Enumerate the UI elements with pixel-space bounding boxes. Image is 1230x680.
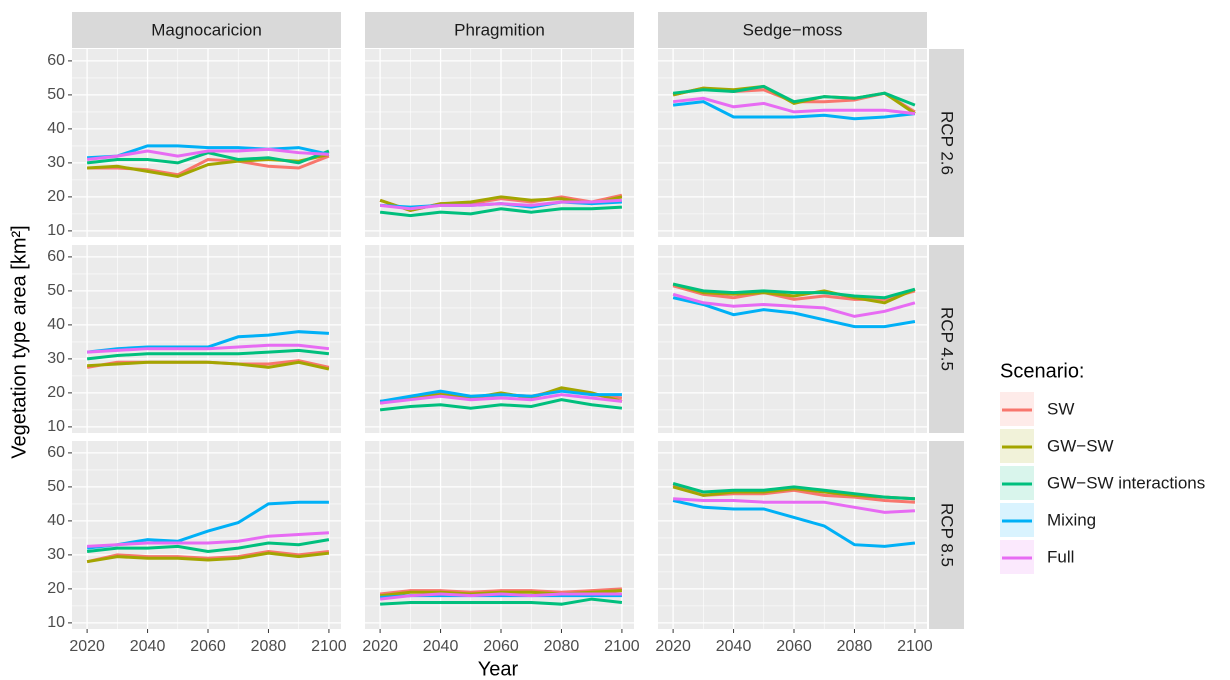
y-tick-label: 50 xyxy=(47,282,65,299)
y-tick-label: 40 xyxy=(47,316,65,333)
y-tick-label: 10 xyxy=(47,614,65,631)
panel-background xyxy=(658,245,927,433)
series-line xyxy=(87,531,329,548)
series-line xyxy=(86,538,330,554)
x-axis-title: Year xyxy=(478,658,519,680)
x-tick-label: 2100 xyxy=(311,638,347,655)
x-tick-label: 2100 xyxy=(604,638,640,655)
series-line xyxy=(379,205,622,218)
x-tick-label: 2100 xyxy=(897,638,933,655)
facet-strip xyxy=(929,441,964,629)
panel-background xyxy=(365,245,634,433)
y-tick-label: 30 xyxy=(47,350,65,367)
y-tick-label: 30 xyxy=(47,154,65,171)
x-tick-label: 2020 xyxy=(655,638,691,655)
series-line xyxy=(379,386,623,405)
y-tick-label: 60 xyxy=(47,52,65,69)
series-line xyxy=(86,551,330,564)
series-line xyxy=(87,343,330,354)
x-tick-label: 2080 xyxy=(251,638,287,655)
series-line xyxy=(86,147,329,161)
y-tick-label: 10 xyxy=(47,222,65,239)
legend-label: GW−SW interactions xyxy=(1047,473,1205,492)
facet-label: RCP 4.5 xyxy=(938,307,957,371)
legend-label: SW xyxy=(1047,399,1074,418)
y-tick-label: 30 xyxy=(47,546,65,563)
facet-label: Magnocaricion xyxy=(151,20,262,39)
x-tick-label: 2040 xyxy=(423,638,459,655)
series-line xyxy=(672,499,916,548)
series-line xyxy=(379,592,622,601)
legend-label: Mixing xyxy=(1047,510,1096,529)
series-line xyxy=(672,100,916,121)
panel-background xyxy=(658,441,927,629)
facet-label: RCP 8.5 xyxy=(938,503,957,567)
series-line xyxy=(672,482,915,501)
series-line xyxy=(672,284,916,301)
facet-strip xyxy=(929,245,964,433)
y-tick-label: 50 xyxy=(47,86,65,103)
x-tick-label: 2060 xyxy=(776,638,812,655)
series-line xyxy=(672,292,916,318)
series-line xyxy=(673,497,915,514)
series-line xyxy=(379,198,622,211)
x-tick-label: 2040 xyxy=(716,638,752,655)
panel-background xyxy=(365,441,634,629)
series-line xyxy=(672,282,916,300)
y-tick-label: 20 xyxy=(47,384,65,401)
series-line xyxy=(672,96,916,116)
y-tick-label: 40 xyxy=(47,512,65,529)
facet-strip xyxy=(365,12,634,48)
x-tick-label: 2080 xyxy=(544,638,580,655)
y-axis-title: Vegetation type area [km²] xyxy=(8,225,30,458)
series-line xyxy=(87,360,330,371)
y-tick-label: 60 xyxy=(47,248,65,265)
series-line xyxy=(379,389,622,403)
x-tick-label: 2080 xyxy=(837,638,873,655)
y-tick-label: 60 xyxy=(47,444,65,461)
x-tick-label: 2020 xyxy=(362,638,398,655)
series-line xyxy=(86,549,330,564)
facet-label: Sedge−moss xyxy=(743,20,843,39)
legend-label: Full xyxy=(1047,547,1074,566)
y-tick-label: 20 xyxy=(47,188,65,205)
panel-background xyxy=(658,49,927,237)
series-line xyxy=(86,330,329,354)
series-line xyxy=(87,144,330,160)
series-line xyxy=(86,149,330,165)
series-line xyxy=(672,296,916,329)
series-line xyxy=(379,587,622,596)
series-line xyxy=(380,597,623,606)
facet-strip xyxy=(72,12,341,48)
legend-label: GW−SW xyxy=(1047,436,1114,455)
x-tick-label: 2040 xyxy=(130,638,166,655)
facet-strip xyxy=(929,49,964,237)
x-tick-label: 2060 xyxy=(483,638,519,655)
x-tick-label: 2060 xyxy=(190,638,226,655)
series-line xyxy=(379,398,623,412)
legend-title: Scenario: xyxy=(1000,360,1085,382)
facet-label: Phragmition xyxy=(454,20,545,39)
series-line xyxy=(379,393,623,405)
series-line xyxy=(672,84,916,107)
panel-background xyxy=(72,49,341,237)
x-tick-label: 2020 xyxy=(69,638,105,655)
series-line xyxy=(86,348,330,361)
y-tick-label: 10 xyxy=(47,418,65,435)
series-line xyxy=(672,282,916,305)
facet-strip xyxy=(658,12,927,48)
y-tick-label: 40 xyxy=(47,120,65,137)
panel-background xyxy=(72,245,341,433)
facet-label: RCP 2.6 xyxy=(938,111,957,175)
y-tick-label: 20 xyxy=(47,580,65,597)
y-tick-label: 50 xyxy=(47,478,65,495)
